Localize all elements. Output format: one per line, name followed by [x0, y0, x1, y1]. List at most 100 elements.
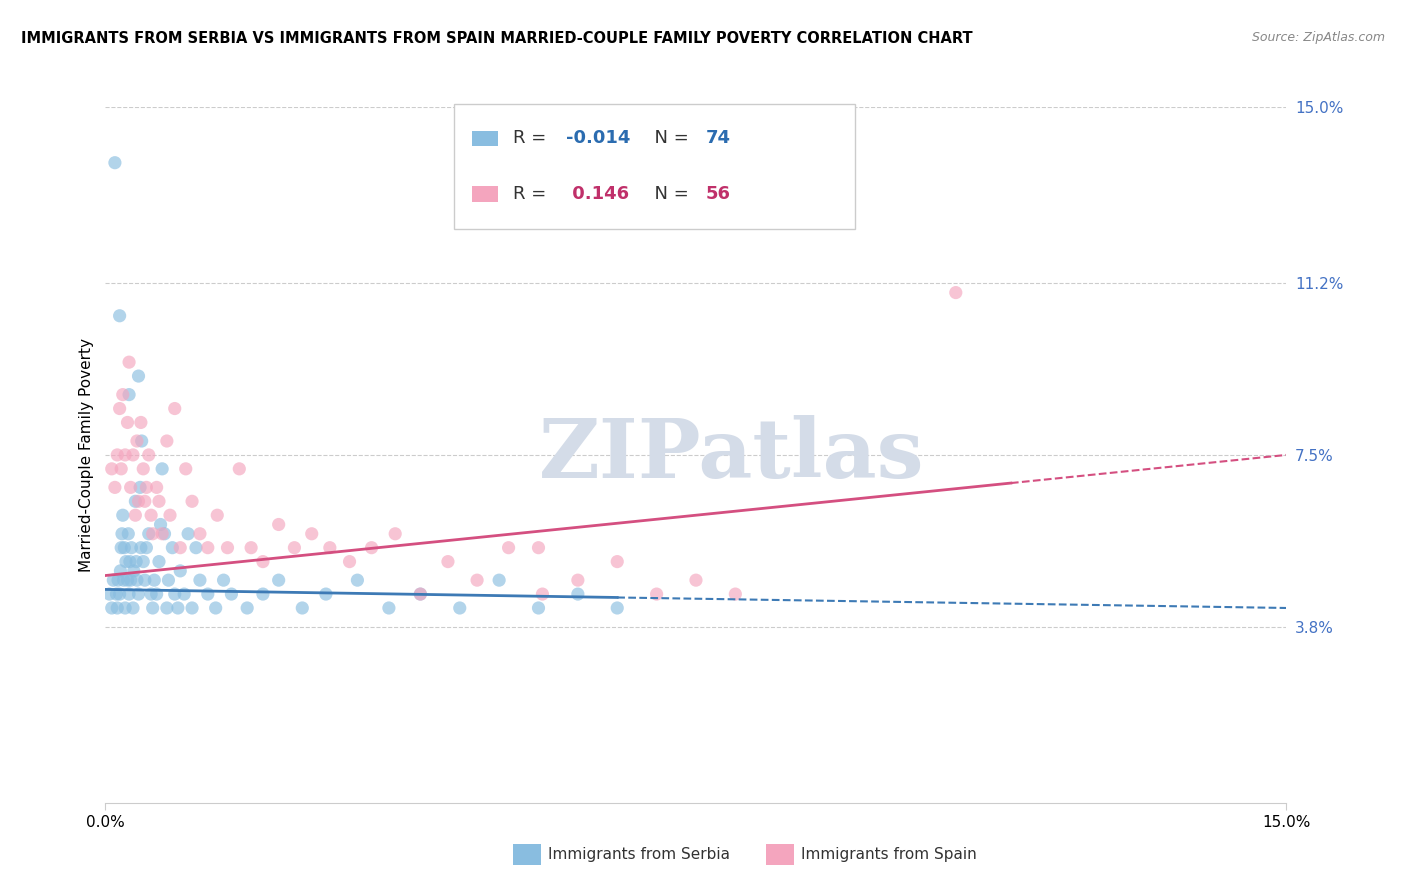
Point — [131, 434, 153, 448]
Point — [531, 587, 554, 601]
Text: Immigrants from Spain: Immigrants from Spain — [801, 847, 977, 862]
Point — [409, 587, 432, 601]
Point — [207, 508, 229, 523]
Point — [267, 517, 290, 532]
Point — [139, 587, 162, 601]
Point — [567, 587, 589, 601]
Point — [145, 480, 167, 494]
Point — [118, 387, 141, 401]
Point — [128, 587, 150, 601]
Point — [645, 587, 668, 601]
Point — [212, 573, 235, 587]
Point — [115, 555, 138, 569]
Point — [125, 555, 148, 569]
Point — [122, 601, 145, 615]
Point — [104, 480, 127, 494]
Point — [169, 541, 191, 555]
Point — [117, 416, 139, 430]
Point — [122, 564, 145, 578]
Point — [105, 601, 128, 615]
Point — [181, 494, 204, 508]
Text: Immigrants from Serbia: Immigrants from Serbia — [548, 847, 730, 862]
Point — [360, 541, 382, 555]
Point — [197, 541, 219, 555]
Y-axis label: Married-Couple Family Poverty: Married-Couple Family Poverty — [79, 338, 94, 572]
Point — [567, 573, 589, 587]
Point — [122, 448, 145, 462]
Point — [132, 555, 155, 569]
Point — [252, 587, 274, 601]
Point — [346, 573, 368, 587]
Point — [117, 573, 139, 587]
Point — [120, 573, 142, 587]
Point — [159, 508, 181, 523]
Point — [449, 601, 471, 615]
Text: Source: ZipAtlas.com: Source: ZipAtlas.com — [1251, 31, 1385, 45]
Point — [111, 387, 134, 401]
Point — [114, 601, 136, 615]
Text: -0.014: -0.014 — [567, 129, 630, 147]
Point — [112, 573, 135, 587]
Point — [129, 416, 152, 430]
Point — [124, 508, 146, 523]
Point — [162, 541, 184, 555]
Point — [157, 573, 180, 587]
Point — [142, 601, 165, 615]
Point — [188, 573, 211, 587]
Point — [378, 601, 401, 615]
Point — [724, 587, 747, 601]
Point — [527, 601, 550, 615]
Point — [319, 541, 342, 555]
Point — [135, 480, 157, 494]
Point — [108, 401, 131, 416]
Point — [437, 555, 460, 569]
Text: 0.146: 0.146 — [567, 185, 628, 203]
Point — [149, 517, 172, 532]
Bar — [471, 186, 498, 202]
Text: N =: N = — [643, 185, 695, 203]
Point — [128, 494, 150, 508]
Point — [129, 480, 152, 494]
Point — [315, 587, 337, 601]
Text: 74: 74 — [706, 129, 731, 147]
Point — [945, 285, 967, 300]
Point — [283, 541, 305, 555]
Point — [143, 573, 166, 587]
Point — [252, 555, 274, 569]
Point — [181, 601, 204, 615]
Point — [120, 480, 142, 494]
Point — [104, 155, 127, 169]
Point — [138, 448, 160, 462]
Point — [117, 526, 139, 541]
Text: N =: N = — [643, 129, 695, 147]
Point — [197, 587, 219, 601]
Point — [409, 587, 432, 601]
Point — [118, 587, 141, 601]
Point — [527, 541, 550, 555]
Point — [685, 573, 707, 587]
Point — [142, 526, 165, 541]
Point — [236, 601, 259, 615]
Point — [100, 601, 122, 615]
Point — [163, 587, 186, 601]
Point — [139, 508, 162, 523]
Point — [221, 587, 243, 601]
Bar — [471, 131, 498, 146]
Point — [112, 541, 135, 555]
Point — [488, 573, 510, 587]
Text: R =: R = — [513, 185, 553, 203]
Point — [184, 541, 207, 555]
Point — [339, 555, 361, 569]
Point — [148, 555, 170, 569]
Point — [100, 462, 122, 476]
Point — [118, 355, 141, 369]
Point — [108, 309, 131, 323]
Point — [606, 555, 628, 569]
Point — [150, 526, 173, 541]
Point — [173, 587, 195, 601]
Point — [465, 573, 488, 587]
Point — [125, 573, 148, 587]
Point — [228, 462, 250, 476]
Point — [105, 587, 128, 601]
Point — [114, 448, 136, 462]
